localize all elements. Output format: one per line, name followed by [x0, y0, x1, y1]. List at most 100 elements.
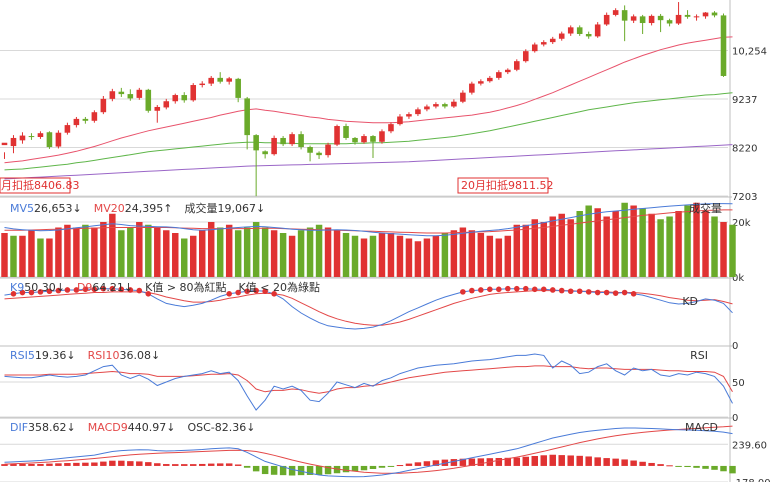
k-overbought-dot [127, 287, 134, 293]
kd-legend-label-1: D9 [77, 281, 92, 294]
k-overbought-dot [460, 289, 466, 295]
osc-bar [252, 465, 260, 472]
volume-bar [315, 224, 323, 277]
osc-bar [109, 460, 116, 466]
rsi-legend-label-1: RSI10 [88, 349, 120, 362]
osc-bar [684, 465, 691, 468]
volume-bar [387, 233, 395, 277]
osc-bar [297, 465, 305, 476]
volume-legend-label-1: MV20 [94, 202, 125, 215]
k-overbought-dot [522, 285, 529, 292]
rsi-ytick-label: 0 [732, 413, 738, 424]
k-overbought-dot [28, 289, 35, 296]
candle-body [235, 78, 241, 98]
candle-body [343, 126, 349, 138]
kd-legend-label-3: K值 < 20為綠點 [239, 280, 320, 294]
mv20-line [4, 209, 733, 234]
osc-bar [711, 465, 718, 470]
osc-bar [100, 461, 107, 466]
osc-bar [522, 456, 530, 466]
candle-body [397, 116, 403, 125]
k-overbought-dot [549, 287, 556, 293]
macd-panel-title: MACD [685, 421, 718, 434]
k-overbought-dot [235, 289, 241, 296]
volume-bar [181, 238, 188, 277]
osc-bar [720, 465, 727, 472]
macd-legend-label-0: DIF [10, 421, 28, 434]
volume-bar [648, 213, 655, 277]
candle-body [73, 118, 80, 126]
volume-bar [486, 235, 494, 277]
volume-bar [405, 238, 413, 277]
candle-body [262, 151, 268, 155]
volume-bar [37, 238, 44, 277]
kd-panel-title: KD [682, 295, 698, 308]
osc-bar [270, 465, 278, 475]
candle-body [280, 137, 286, 145]
k-overbought-dot [271, 291, 277, 297]
candle-body [657, 15, 664, 21]
volume-bar [324, 227, 332, 277]
volume-legend-2: 成交量19,067↓ [184, 201, 265, 215]
osc-bar [163, 464, 170, 466]
candle-body [55, 132, 62, 147]
volume-bar [378, 233, 386, 277]
volume-bar [360, 238, 368, 277]
candle-body [648, 15, 655, 24]
macd-legend-value-0: 358.62↓ [28, 421, 76, 434]
candle-body [621, 10, 628, 21]
rsi-legend-value-0: 19.36↓ [35, 349, 76, 362]
macd-legend-value-1: 440.97↓ [128, 421, 176, 434]
osc-bar [189, 464, 197, 466]
candle-body [406, 114, 412, 117]
k-overbought-dot [82, 286, 89, 293]
volume-bar [666, 216, 673, 277]
candle-body [702, 12, 709, 17]
volume-bar [567, 219, 574, 277]
k-overbought-dot [46, 288, 53, 295]
volume-bar [621, 202, 628, 277]
osc-bar [37, 463, 44, 466]
macd-legend-0: DIF358.62↓ [10, 421, 76, 434]
candle-body [540, 42, 547, 45]
osc-bar [145, 462, 152, 466]
osc-bar [468, 458, 476, 466]
volume-bar [333, 230, 341, 277]
candle-body [585, 33, 592, 37]
k-overbought-dot [100, 285, 107, 292]
osc-bar [540, 455, 547, 466]
volume-bar [549, 216, 556, 277]
osc-bar [360, 465, 368, 471]
osc-bar [351, 465, 359, 472]
osc-bar [64, 463, 71, 466]
k-overbought-dot [145, 291, 152, 297]
osc-bar [450, 459, 458, 466]
volume-bar [216, 227, 224, 277]
ma-mid-line [4, 92, 733, 171]
osc-bar [504, 457, 512, 466]
kd-legend-2: K值 > 80為紅點 [145, 280, 226, 294]
k-overbought-dot [55, 287, 62, 294]
candle-body [487, 77, 493, 82]
candle-body [684, 14, 691, 17]
macd-legend-2: OSC-82.36↓ [187, 421, 255, 434]
volume-bar [477, 233, 485, 277]
osc-bar [612, 458, 619, 466]
osc-bar [333, 465, 341, 474]
candle-body [307, 147, 313, 153]
osc-bar [315, 465, 323, 475]
k-overbought-dot [603, 289, 610, 296]
osc-bar [198, 463, 206, 466]
kd-legend-label-0: K9 [10, 281, 24, 294]
candle-body [172, 95, 179, 102]
osc-bar [396, 465, 404, 467]
volume-bar [630, 205, 637, 277]
candle-body [316, 152, 322, 156]
volume-bar [55, 227, 62, 277]
osc-bar [639, 461, 646, 466]
k-overbought-dot [630, 291, 637, 297]
osc-bar [585, 456, 592, 466]
volume-bar [540, 222, 547, 277]
volume-bar [243, 227, 251, 277]
